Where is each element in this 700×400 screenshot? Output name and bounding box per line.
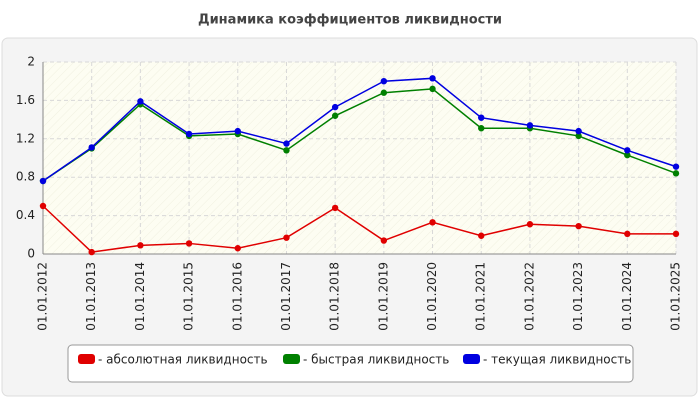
data-point [380, 237, 388, 244]
data-point [185, 130, 193, 138]
data-point [380, 89, 388, 96]
legend-label: - быстрая ликвидность [303, 353, 449, 367]
data-point [624, 151, 631, 159]
data-point [331, 204, 339, 212]
data-point [88, 144, 95, 151]
data-point [185, 240, 193, 247]
data-point [137, 98, 144, 105]
legend-label: - абсолютная ликвидность [98, 353, 268, 367]
data-point [39, 177, 47, 185]
data-point [478, 232, 485, 239]
x-tick-label: 01.01.2025 [669, 262, 683, 331]
data-point [88, 248, 95, 256]
data-point [672, 230, 680, 238]
x-tick-label: 01.01.2024 [620, 262, 634, 331]
legend-swatch [463, 354, 480, 364]
x-tick-label: 01.01.2013 [84, 262, 98, 331]
data-point [672, 170, 680, 177]
x-tick-label: 01.01.2019 [376, 262, 390, 331]
data-point [624, 230, 631, 238]
y-tick-label: 2 [27, 55, 35, 69]
legend-swatch [78, 354, 95, 364]
data-point [575, 127, 582, 135]
y-tick-label: 1.2 [16, 131, 35, 145]
data-point [575, 222, 582, 230]
y-tick-label: 0 [27, 247, 35, 261]
x-tick-label: 01.01.2015 [182, 262, 196, 331]
data-point [331, 112, 339, 119]
data-point [39, 202, 47, 210]
y-tick-label: 0.8 [16, 170, 35, 184]
x-tick-label: 01.01.2020 [425, 262, 439, 331]
x-tick-label: 01.01.2021 [474, 262, 488, 331]
data-point [478, 114, 485, 121]
x-tick-label: 01.01.2017 [279, 262, 293, 331]
data-point [137, 242, 144, 249]
data-point [478, 125, 485, 132]
data-point [526, 221, 534, 228]
x-tick-label: 01.01.2016 [230, 262, 244, 331]
y-tick-label: 0.4 [16, 208, 35, 222]
data-point [429, 85, 436, 93]
legend [67, 344, 634, 383]
data-point [283, 147, 290, 154]
series-line [42, 88, 677, 182]
data-point [429, 75, 436, 82]
data-point [331, 103, 339, 111]
x-tick-label: 01.01.2014 [133, 262, 147, 331]
y-tick-label: 1.6 [16, 93, 35, 107]
data-point [575, 132, 582, 140]
data-point [624, 147, 631, 154]
x-tick-label: 01.01.2023 [571, 262, 585, 331]
data-point [672, 163, 680, 170]
data-point [234, 127, 241, 135]
chart-title: Динамика коэффициентов ликвидности [198, 13, 502, 28]
data-point [283, 140, 290, 147]
x-tick-label: 01.01.2018 [328, 262, 342, 331]
legend-label: - текущая ликвидность [483, 353, 631, 367]
series-line [42, 77, 677, 182]
data-point [380, 78, 388, 85]
data-point [526, 122, 534, 129]
data-point [234, 245, 241, 252]
x-tick-label: 01.01.2012 [36, 262, 50, 331]
data-point [429, 219, 436, 226]
series-line [42, 205, 676, 253]
legend-swatch [283, 354, 300, 364]
data-point [283, 234, 290, 241]
x-tick-label: 01.01.2022 [522, 262, 536, 331]
